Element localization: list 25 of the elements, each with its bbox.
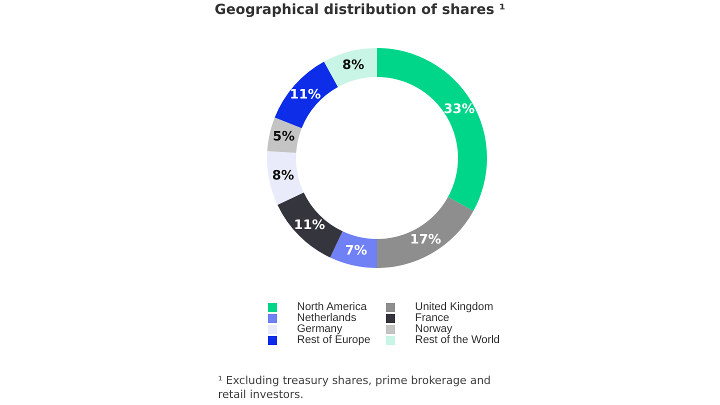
data-label: 7% — [345, 244, 368, 259]
data-label: 17% — [410, 232, 442, 248]
donut-slice — [277, 192, 343, 258]
donut-slice — [377, 48, 487, 211]
legend-label: North America — [297, 301, 367, 313]
legend-label: Netherlands — [297, 312, 356, 324]
legend-label: Germany — [297, 323, 342, 335]
donut-slice — [377, 197, 474, 268]
donut-slice — [267, 151, 304, 205]
donut-slice — [324, 48, 377, 88]
data-label: 8% — [342, 58, 364, 73]
data-label: 11% — [294, 218, 326, 234]
donut-slice — [330, 231, 377, 268]
data-label: 5% — [272, 130, 295, 145]
legend-label: Rest of the World — [415, 334, 500, 346]
legend-label: Rest of Europe — [297, 334, 370, 346]
donut-slice — [274, 62, 338, 128]
legend-label: Norway — [415, 323, 452, 335]
data-label: 8% — [272, 168, 294, 184]
data-label: 33% — [444, 102, 475, 117]
chart-title: Geographical distribution of shares ¹ — [214, 2, 506, 18]
text: ¹ Excluding treasury shares, prime brokerage and retail investors. — [218, 374, 492, 402]
data-label: 11% — [290, 87, 321, 102]
legend-label: France — [415, 312, 450, 324]
legend-label: United Kingdom — [415, 301, 494, 313]
